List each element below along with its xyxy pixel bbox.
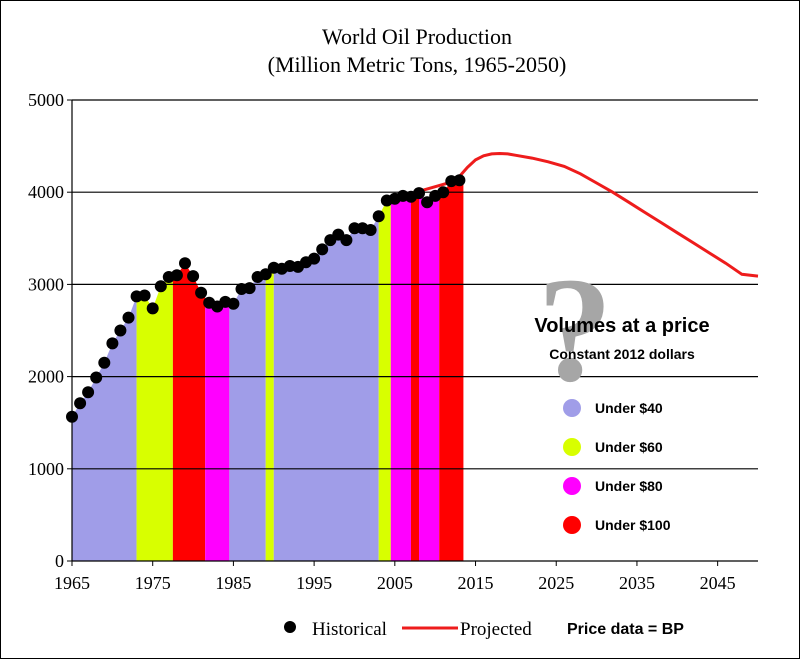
x-tick-labels: 1965 1975 1985 1995 2005 2015 2025 2035 2045: [54, 561, 736, 593]
historical-point: [146, 302, 159, 315]
price-source-note: Price data = BP: [567, 621, 684, 638]
historical-point: [138, 289, 151, 302]
y-tick-labels: 0 1000 2000 3000 4000 5000: [28, 90, 72, 571]
category-swatch: [563, 399, 581, 417]
x-tick-label: 1965: [54, 573, 90, 593]
price-band: [205, 297, 230, 561]
y-tick-label: 1000: [28, 459, 64, 479]
historical-point: [372, 210, 385, 223]
price-bands: [72, 180, 464, 561]
historical-point: [227, 297, 240, 310]
historical-point: [106, 337, 119, 350]
question-mark: ?: [538, 247, 613, 413]
annotation-subheading: Constant 2012 dollars: [549, 346, 695, 362]
bottom-legend: Historical Projected Price data = BP: [284, 619, 684, 640]
annotation-heading: Volumes at a price: [534, 315, 709, 337]
price-band: [136, 276, 173, 561]
price-band: [378, 199, 391, 561]
x-tick-label: 2025: [538, 573, 574, 593]
historical-legend-label: Historical: [312, 619, 387, 640]
y-tick-label: 5000: [28, 90, 64, 110]
price-band: [439, 180, 464, 561]
y-tick-label: 4000: [28, 182, 64, 202]
historical-point: [340, 234, 353, 247]
historical-point: [154, 280, 167, 293]
price-band: [172, 263, 206, 561]
historical-point: [437, 186, 450, 199]
historical-point: [170, 269, 183, 282]
historical-point: [179, 257, 191, 270]
historical-point: [122, 311, 135, 324]
historical-legend-marker: [284, 621, 296, 633]
price-band: [390, 195, 411, 561]
category-swatch: [563, 438, 581, 456]
historical-point: [195, 286, 208, 299]
x-tick-label: 2005: [377, 573, 413, 593]
historical-point: [413, 187, 425, 200]
x-tick-label: 2045: [700, 573, 736, 593]
price-band: [229, 274, 266, 561]
historical-point: [316, 243, 329, 256]
x-tick-label: 1995: [296, 573, 332, 593]
axes: [71, 100, 758, 562]
x-tick-label: 2035: [619, 573, 655, 593]
chart-subtitle: (Million Metric Tons, 1965-2050): [268, 52, 567, 77]
x-tick-label: 2015: [458, 573, 494, 593]
historical-point: [74, 397, 87, 410]
category-swatch: [563, 477, 581, 495]
y-tick-label: 0: [55, 551, 64, 571]
category-label: Under $60: [595, 439, 663, 455]
historical-point: [114, 324, 127, 337]
x-tick-label: 1985: [215, 573, 251, 593]
category-swatch: [563, 516, 581, 534]
price-band: [265, 267, 274, 561]
historical-point: [90, 371, 103, 384]
projected-legend-label: Projected: [460, 619, 532, 640]
historical-series: [66, 174, 466, 423]
chart-title: World Oil Production: [322, 24, 512, 49]
historical-point: [98, 356, 111, 369]
historical-point: [364, 224, 377, 236]
historical-point: [308, 252, 321, 265]
historical-point: [66, 410, 78, 423]
x-tick-label: 1975: [135, 573, 171, 593]
historical-point: [453, 174, 466, 187]
historical-point: [187, 270, 200, 283]
historical-point: [259, 268, 272, 281]
category-label: Under $40: [595, 400, 663, 416]
category-label: Under $80: [595, 478, 663, 494]
historical-point: [421, 196, 434, 209]
price-band: [273, 216, 379, 561]
price-category-legend: Under $40 Under $60 Under $80 Under $100: [563, 399, 671, 534]
price-band: [72, 296, 137, 561]
category-label: Under $100: [595, 517, 671, 533]
y-tick-label: 3000: [28, 274, 64, 294]
y-tick-label: 2000: [28, 367, 64, 387]
historical-point: [243, 282, 256, 295]
historical-point: [82, 386, 95, 399]
